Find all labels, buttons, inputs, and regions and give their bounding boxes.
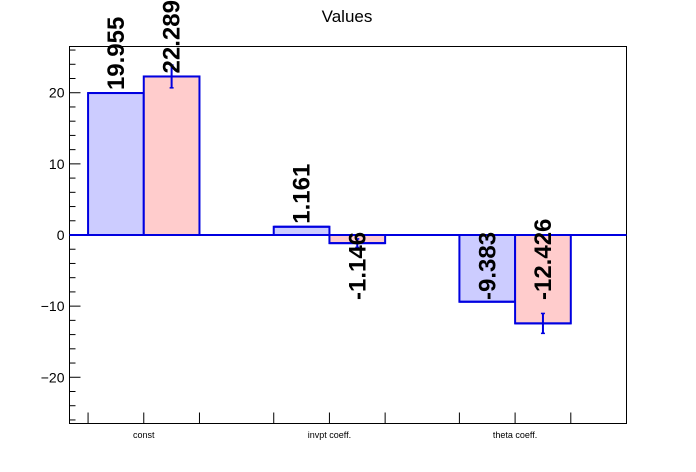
y-tick-label: −20 <box>41 369 65 385</box>
value-label: -12.426 <box>530 219 557 300</box>
value-label: -1.146 <box>344 232 371 300</box>
value-labels-group: 19.955 1.161 -9.383 22.289 -1.146 -12.426 <box>103 0 557 300</box>
bar <box>142 75 201 236</box>
value-label: 1.161 <box>289 164 316 224</box>
bar <box>87 92 145 237</box>
y-axis: −20 −10 0 10 20 <box>41 49 81 421</box>
category-label: const <box>133 430 155 440</box>
value-label: 22.289 <box>159 0 186 73</box>
x-axis: const invpt coeff. theta coeff. <box>87 412 572 440</box>
category-label: theta coeff. <box>493 430 537 440</box>
y-tick-label: −10 <box>41 298 65 314</box>
y-tick-label: 20 <box>49 85 65 101</box>
bar <box>272 225 331 236</box>
bars-group <box>69 64 627 335</box>
category-label: invpt coeff. <box>308 430 351 440</box>
y-tick-label: 0 <box>57 227 65 243</box>
y-tick-label: 10 <box>49 156 65 172</box>
value-label: 19.955 <box>103 17 130 90</box>
chart-title: Values <box>322 7 373 26</box>
value-label: -9.383 <box>474 232 501 300</box>
bar <box>514 234 572 325</box>
